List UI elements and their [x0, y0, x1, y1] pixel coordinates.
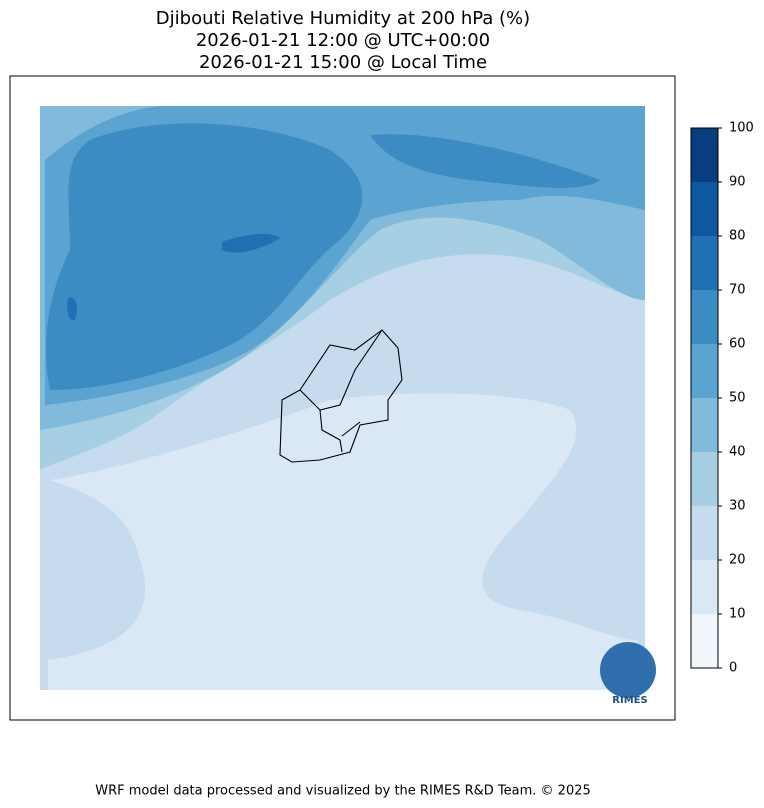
map-frame	[9, 75, 676, 721]
colorbar-tick-label: 40	[729, 445, 746, 460]
colorbar-tick-label: 30	[729, 499, 746, 514]
country-border	[279, 329, 403, 463]
colorbar-band	[691, 560, 718, 614]
colorbar-tick-label: 20	[729, 553, 746, 568]
colorbar-tick-label: 100	[729, 121, 754, 136]
colorbar-band	[691, 506, 718, 560]
field-band	[370, 134, 600, 188]
colorbar-band	[691, 236, 718, 290]
title-line: Djibouti Relative Humidity at 200 hPa (%…	[156, 8, 530, 29]
field-band	[46, 123, 363, 390]
colorbar-tick-label: 60	[729, 337, 746, 352]
colorbar-band	[691, 452, 718, 506]
colorbar-band	[691, 128, 718, 182]
colorbar-tick-label: 70	[729, 283, 746, 298]
field-band	[67, 233, 280, 321]
colorbar-band	[691, 182, 718, 236]
logo	[600, 642, 656, 698]
colorbar-band	[691, 614, 718, 668]
title-line: 2026-01-21 15:00 @ Local Time	[199, 52, 487, 73]
colorbar: 0 10 20 30 40 50 60 70 80 90 100	[690, 121, 754, 676]
colorbar-tick-label: 0	[729, 661, 737, 676]
colorbar-tick-label: 50	[729, 391, 746, 406]
colorbar-tick-label: 10	[729, 607, 746, 622]
colorbar-tick-label: 80	[729, 229, 746, 244]
logo-text: RIMES	[612, 695, 647, 706]
footer: WRF model data processed and visualized …	[95, 784, 591, 799]
colorbar-tick-label: 90	[729, 175, 746, 190]
colorbar-band	[691, 398, 718, 452]
colorbar-band	[691, 344, 718, 398]
field-band	[48, 393, 638, 690]
map-field: RIMES	[9, 75, 676, 721]
colorbar-band	[691, 290, 718, 344]
title-line: 2026-01-21 12:00 @ UTC+00:00	[196, 30, 490, 51]
